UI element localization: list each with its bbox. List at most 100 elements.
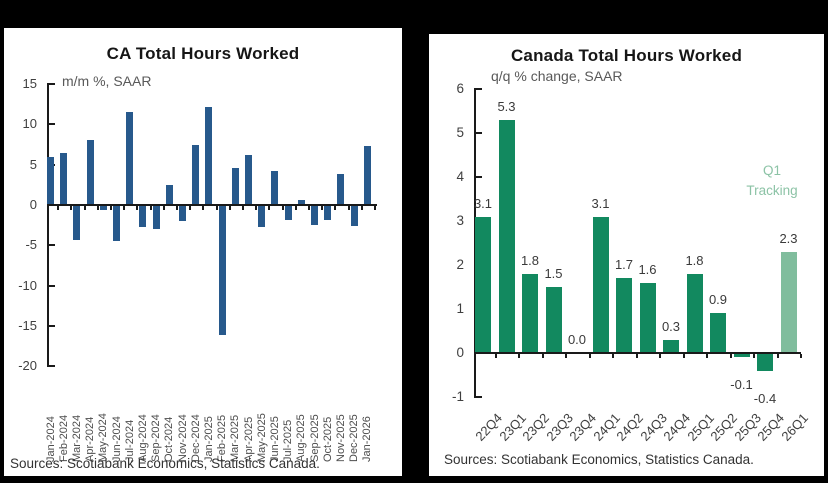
x-axis-tick <box>776 354 779 358</box>
x-axis-tick <box>47 206 49 210</box>
value-label: 1.6 <box>638 261 657 277</box>
y-tick-label: 10 <box>22 116 37 132</box>
x-axis-tick <box>268 206 271 210</box>
left-chart-plot-area: 15 10 5 0 -5 -10 -15 -20 Jan-2024 Feb-2024 Mar-202… <box>4 28 402 476</box>
y-axis-tick <box>474 132 482 134</box>
right-chart-plot-area: 6 5 4 3 2 1 0 -1 22Q4 23Q1 23Q2 23Q3 23Q4 24Q1 24Q2 24Q… <box>429 34 824 476</box>
y-tick-label: 0 <box>456 345 464 360</box>
x-axis-tick <box>228 206 231 210</box>
bar-Mar-2024 <box>73 205 81 240</box>
bar-Jul-2024 <box>126 112 134 205</box>
x-axis-tick <box>565 354 568 358</box>
x-tick-label: Feb-2025 <box>216 414 229 462</box>
y-axis-line <box>47 84 49 366</box>
x-tick-label: 26Q1 <box>778 410 811 444</box>
x-axis-tick <box>255 206 258 210</box>
y-axis-tick <box>474 396 482 398</box>
x-axis-tick <box>588 354 591 358</box>
x-tick-label: Oct-2025 <box>321 416 334 462</box>
bar-22Q4 <box>475 216 491 353</box>
y-axis-tick <box>474 176 482 178</box>
y-tick-label: 3 <box>456 213 464 228</box>
y-tick-label: 4 <box>456 169 464 184</box>
y-tick-label: 1 <box>456 301 464 316</box>
bar-Apr-2024 <box>86 139 94 205</box>
bar-Aug-2024 <box>139 205 147 227</box>
x-axis-tick <box>612 354 615 358</box>
x-axis-tick <box>706 354 709 358</box>
x-tick-label: May-2025 <box>255 413 268 462</box>
x-axis-tick <box>202 206 205 210</box>
q1-tracking-annotation-line2: Tracking <box>746 183 798 198</box>
x-axis-tick <box>360 206 363 210</box>
left-chart-title: CA Total Hours Worked <box>106 44 300 63</box>
x-tick-label: Mar-2025 <box>229 414 242 462</box>
x-tick-label: May-2024 <box>97 413 110 462</box>
x-tick-label: Aug-2025 <box>295 414 308 462</box>
bar-Oct-2025 <box>324 205 332 220</box>
x-axis-tick <box>109 206 112 210</box>
bar-Jul-2025 <box>284 205 292 221</box>
x-axis-tick <box>189 206 192 210</box>
bar-May-2024 <box>99 205 107 210</box>
bar-Jan-2025 <box>205 106 213 205</box>
x-tick-label: Jan-2026 <box>361 416 374 462</box>
x-axis-tick <box>635 354 638 358</box>
bar-26Q1 <box>780 251 797 353</box>
bar-Dec-2025 <box>350 205 358 226</box>
bar-25Q4 <box>757 353 773 371</box>
bar-Jun-2025 <box>271 171 279 205</box>
x-axis-tick <box>149 206 152 210</box>
x-axis-tick <box>373 206 376 210</box>
bar-23Q3 <box>545 287 562 353</box>
x-axis-tick <box>136 206 139 210</box>
left-chart-panel: CA Total Hours Worked m/m %, SAAR 15 10 5 0… <box>4 28 402 476</box>
value-label: 1.8 <box>520 252 540 268</box>
x-axis-tick <box>518 354 521 358</box>
bar-24Q2 <box>616 278 632 353</box>
x-tick-label: Mar-2024 <box>70 414 83 462</box>
y-tick-label: 2 <box>456 257 464 272</box>
value-label: 1.7 <box>614 257 634 273</box>
bar-Dec-2024 <box>192 145 200 205</box>
value-label: 1.8 <box>685 252 704 268</box>
x-tick-label: Sep-2024 <box>150 414 163 462</box>
x-axis-tick <box>474 354 476 358</box>
bar-24Q4 <box>663 339 679 353</box>
bar-Apr-2025 <box>245 155 252 205</box>
bar-Nov-2024 <box>179 205 186 222</box>
x-axis-line <box>47 204 377 206</box>
right-chart-title: Canada Total Hours Worked <box>510 46 743 65</box>
bar-Jun-2024 <box>113 205 120 242</box>
x-tick-label: Dec-2025 <box>348 414 361 462</box>
bar-24Q3 <box>639 282 656 353</box>
value-label: 1.5 <box>544 266 563 281</box>
bar-25Q3 <box>733 353 750 358</box>
bar-Feb-2024 <box>60 153 68 205</box>
x-axis-tick <box>241 206 244 210</box>
x-axis-tick <box>753 354 756 358</box>
bar-Aug-2025 <box>297 200 305 205</box>
q1-tracking-annotation: Q1 Tracking <box>728 161 816 201</box>
y-tick-label: 5 <box>29 156 37 172</box>
right-chart-subtitle: q/q % change, SAAR <box>491 68 623 84</box>
x-axis-line <box>474 352 801 354</box>
x-tick-label: Nov-2024 <box>176 414 189 462</box>
y-tick-label: 15 <box>22 76 37 92</box>
y-tick-label: 5 <box>456 125 464 140</box>
value-label: 0.0 <box>567 332 587 347</box>
bar-24Q1 <box>592 216 609 353</box>
left-chart-subtitle: m/m %, SAAR <box>62 73 152 89</box>
y-tick-label: -10 <box>18 277 37 293</box>
x-axis-tick <box>57 206 60 210</box>
bar-23Q2 <box>522 273 538 353</box>
x-tick-label: Sep-2025 <box>308 414 321 462</box>
bar-Feb-2025 <box>218 205 226 335</box>
x-tick-label: Feb-2024 <box>57 414 70 462</box>
x-axis-tick <box>334 206 337 210</box>
bar-Sep-2024 <box>152 205 160 230</box>
value-label: 3.1 <box>591 195 610 211</box>
y-axis-tick <box>47 244 55 247</box>
x-axis-tick <box>541 354 544 358</box>
bar-Jan-2026 <box>363 146 371 205</box>
